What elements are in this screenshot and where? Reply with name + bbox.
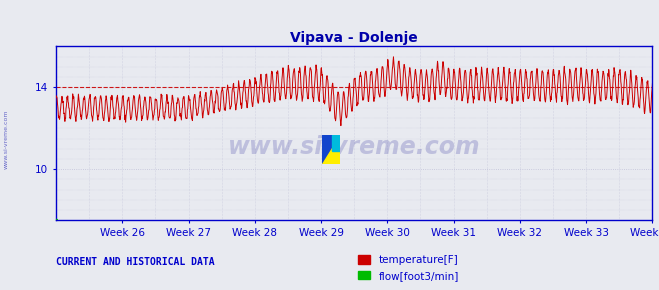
Polygon shape bbox=[322, 135, 340, 164]
Text: www.si-vreme.com: www.si-vreme.com bbox=[4, 109, 9, 169]
Text: CURRENT AND HISTORICAL DATA: CURRENT AND HISTORICAL DATA bbox=[56, 257, 215, 267]
Polygon shape bbox=[322, 135, 340, 164]
Text: www.si-vreme.com: www.si-vreme.com bbox=[228, 135, 480, 159]
Title: Vipava - Dolenje: Vipava - Dolenje bbox=[291, 31, 418, 45]
Polygon shape bbox=[331, 135, 340, 151]
Legend: temperature[F], flow[foot3/min]: temperature[F], flow[foot3/min] bbox=[354, 251, 463, 285]
